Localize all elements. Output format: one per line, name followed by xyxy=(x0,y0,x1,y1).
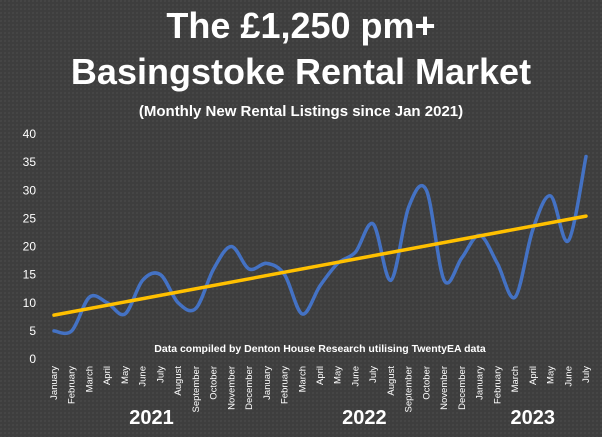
x-tick-label: August xyxy=(173,366,184,396)
x-tick-label: April xyxy=(315,366,326,385)
year-label: 2021 xyxy=(129,407,174,429)
x-tick-label: November xyxy=(439,366,450,410)
x-tick-label: May xyxy=(333,366,344,384)
chart-title-line2: Basingstoke Rental Market xyxy=(70,51,532,92)
x-tick-label: April xyxy=(528,366,539,385)
x-tick-label: December xyxy=(457,366,468,410)
y-tick-label: 30 xyxy=(23,183,37,197)
x-tick-label: July xyxy=(581,366,592,383)
x-tick-label: November xyxy=(226,366,237,410)
x-tick-label: September xyxy=(404,366,415,412)
x-tick-label: January xyxy=(475,366,486,400)
x-tick-label: October xyxy=(209,366,220,400)
x-tick-label: March xyxy=(84,366,95,392)
x-tick-label: June xyxy=(563,366,574,387)
x-tick-label: February xyxy=(492,366,503,404)
x-tick-label: July xyxy=(368,366,379,383)
year-label: 2022 xyxy=(342,407,387,429)
series-line xyxy=(52,154,588,336)
x-tick-label: April xyxy=(102,366,113,385)
x-tick-label: June xyxy=(350,366,361,387)
x-tick-label: February xyxy=(67,366,78,404)
x-tick-label: May xyxy=(546,366,557,384)
y-tick-label: 15 xyxy=(23,268,37,282)
source-annotation: Data compiled by Denton House Research u… xyxy=(154,343,486,355)
chart-subtitle: (Monthly New Rental Listings since Jan 2… xyxy=(138,103,464,120)
y-tick-label: 10 xyxy=(23,296,37,310)
x-tick-label: January xyxy=(49,366,60,400)
year-label: 2023 xyxy=(511,407,556,429)
y-tick-label: 35 xyxy=(23,155,37,169)
x-tick-label: February xyxy=(280,366,291,404)
x-tick-label: March xyxy=(510,366,521,392)
x-tick-label: August xyxy=(386,366,397,396)
trendline xyxy=(52,214,588,317)
y-tick-label: 40 xyxy=(23,127,37,141)
chart-title: The £1,250 pm+ xyxy=(166,5,436,46)
x-tick-label: May xyxy=(120,366,131,384)
y-tick-label: 0 xyxy=(29,352,36,366)
x-tick-label: March xyxy=(297,366,308,392)
x-tick-label: January xyxy=(262,366,273,400)
y-tick-label: 20 xyxy=(23,240,37,254)
x-tick-label: June xyxy=(138,366,149,387)
y-tick-label: 5 xyxy=(29,324,36,338)
y-tick-label: 25 xyxy=(23,211,37,225)
x-tick-label: July xyxy=(155,366,166,383)
x-tick-label: September xyxy=(191,366,202,412)
x-tick-label: October xyxy=(421,366,432,400)
x-tick-label: December xyxy=(244,366,255,410)
